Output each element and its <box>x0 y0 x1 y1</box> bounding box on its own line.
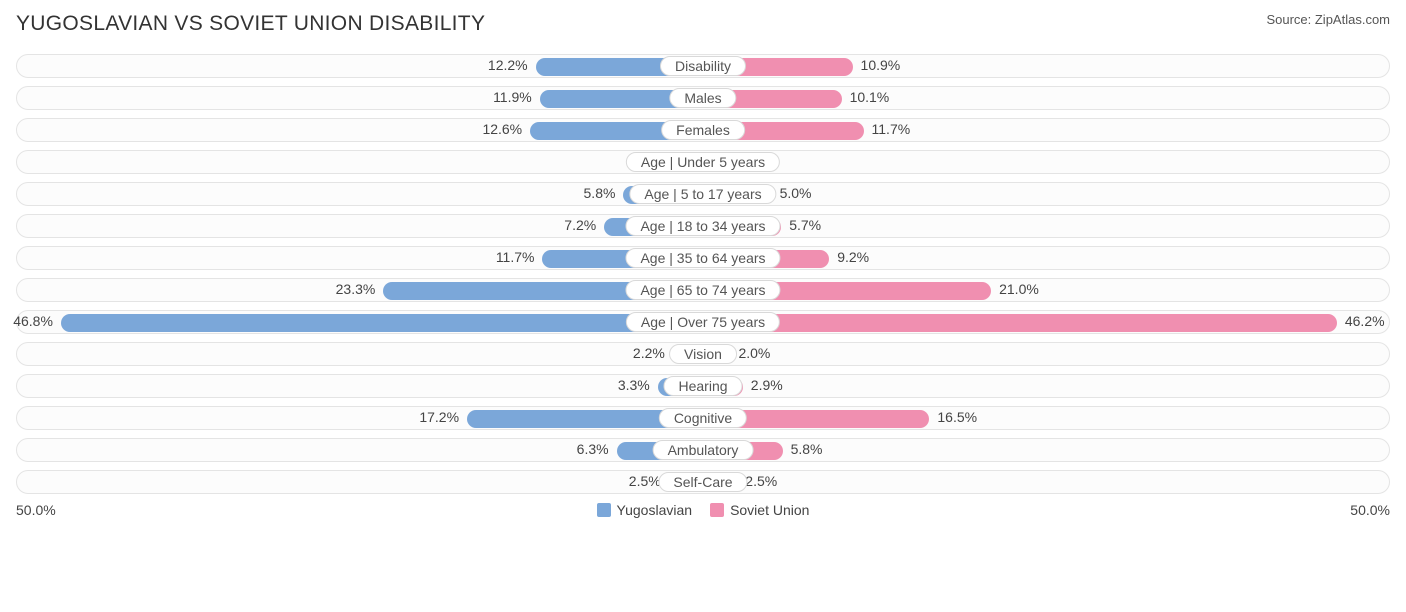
chart-row: 6.3% 5.8% Ambulatory <box>16 438 1390 462</box>
chart-row: 12.2% 10.9% Disability <box>16 54 1390 78</box>
category-label: Vision <box>669 344 737 364</box>
value-right: 10.1% <box>850 89 890 105</box>
value-left: 23.3% <box>336 281 376 297</box>
category-label: Age | Under 5 years <box>626 152 780 172</box>
category-label: Age | 65 to 74 years <box>625 280 780 300</box>
chart-row: 5.8% 5.0%Age | 5 to 17 years <box>16 182 1390 206</box>
category-label: Self-Care <box>658 472 747 492</box>
chart-row: 3.3% 2.9% Hearing <box>16 374 1390 398</box>
value-right: 2.9% <box>751 377 783 393</box>
category-label: Females <box>661 120 745 140</box>
axis-max-right: 50.0% <box>1350 502 1390 518</box>
value-right: 10.9% <box>861 57 901 73</box>
category-label: Age | 5 to 17 years <box>629 184 776 204</box>
legend-label-left: Yugoslavian <box>617 502 693 518</box>
value-right: 2.5% <box>745 473 777 489</box>
legend-swatch-left <box>597 503 611 517</box>
legend-label-right: Soviet Union <box>730 502 809 518</box>
legend-swatch-right <box>710 503 724 517</box>
chart-container: YUGOSLAVIAN VS SOVIET UNION DISABILITY S… <box>0 0 1406 526</box>
legend-item-left: Yugoslavian <box>597 502 693 518</box>
chart-area: 12.2% 10.9% Disability 11.9% 10.1% Males 12.6%… <box>16 54 1390 494</box>
legend: Yugoslavian Soviet Union <box>597 502 810 518</box>
value-left: 5.8% <box>584 185 616 201</box>
chart-row: 23.3% 21.0% Age | 65 to 74 years <box>16 278 1390 302</box>
chart-row: 7.2% 5.7% Age | 18 to 34 years <box>16 214 1390 238</box>
value-left: 6.3% <box>577 441 609 457</box>
value-right: 5.7% <box>789 217 821 233</box>
value-left: 2.5% <box>629 473 661 489</box>
value-left: 17.2% <box>419 409 459 425</box>
category-label: Hearing <box>663 376 742 396</box>
value-right: 11.7% <box>872 121 911 137</box>
value-right: 5.8% <box>791 441 823 457</box>
value-right: 2.0% <box>738 345 770 361</box>
value-left: 11.7% <box>496 249 535 265</box>
chart-footer: 50.0% Yugoslavian Soviet Union 50.0% <box>16 502 1390 518</box>
chart-row: 11.7% 9.2% Age | 35 to 64 years <box>16 246 1390 270</box>
category-label: Ambulatory <box>653 440 754 460</box>
chart-row: 1.4%0.95%Age | Under 5 years <box>16 150 1390 174</box>
chart-row: 17.2% 16.5% Cognitive <box>16 406 1390 430</box>
value-left: 2.2% <box>633 345 665 361</box>
value-left: 12.6% <box>482 121 522 137</box>
category-label: Disability <box>660 56 746 76</box>
bar-right <box>703 314 1337 332</box>
chart-row: 46.8% 46.2% Age | Over 75 years <box>16 310 1390 334</box>
value-right: 21.0% <box>999 281 1039 297</box>
axis-max-left: 50.0% <box>16 502 56 518</box>
value-left: 12.2% <box>488 57 528 73</box>
value-left: 11.9% <box>493 89 532 105</box>
category-label: Cognitive <box>659 408 747 428</box>
source-attribution: Source: ZipAtlas.com <box>1266 12 1390 27</box>
value-right: 5.0% <box>780 185 812 201</box>
category-label: Age | 18 to 34 years <box>625 216 780 236</box>
chart-row: 2.5% 2.5%Self-Care <box>16 470 1390 494</box>
chart-row: 12.6% 11.7% Females <box>16 118 1390 142</box>
legend-item-right: Soviet Union <box>710 502 809 518</box>
value-left: 3.3% <box>618 377 650 393</box>
value-right: 16.5% <box>937 409 977 425</box>
value-left: 7.2% <box>564 217 596 233</box>
value-right: 46.2% <box>1345 313 1385 329</box>
chart-title: YUGOSLAVIAN VS SOVIET UNION DISABILITY <box>16 12 485 36</box>
chart-row: 2.2% 2.0%Vision <box>16 342 1390 366</box>
category-label: Males <box>669 88 736 108</box>
bar-left <box>61 314 703 332</box>
category-label: Age | 35 to 64 years <box>625 248 780 268</box>
chart-row: 11.9% 10.1% Males <box>16 86 1390 110</box>
value-right: 9.2% <box>837 249 869 265</box>
value-left: 46.8% <box>13 313 53 329</box>
header: YUGOSLAVIAN VS SOVIET UNION DISABILITY S… <box>16 12 1390 36</box>
category-label: Age | Over 75 years <box>626 312 780 332</box>
